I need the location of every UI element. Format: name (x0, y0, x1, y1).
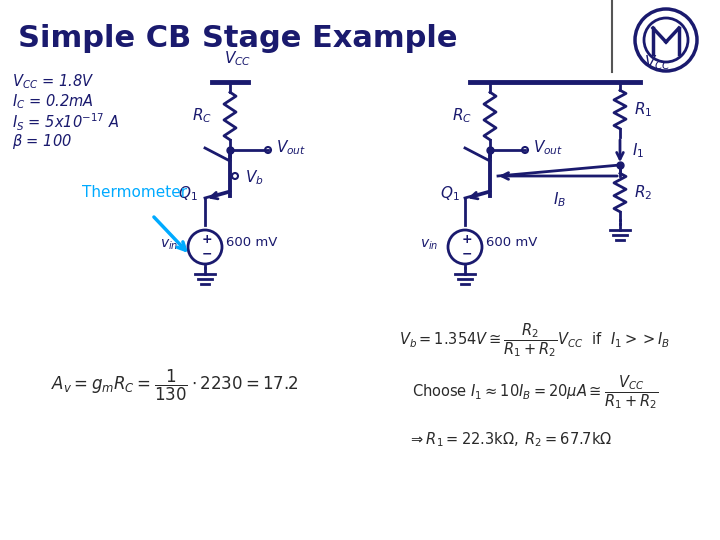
Text: −: − (462, 248, 472, 261)
Text: Simple CB Stage Example: Simple CB Stage Example (18, 24, 457, 53)
Text: +: + (202, 233, 212, 246)
Text: +: + (462, 233, 472, 246)
Text: Choose $I_1 \approx 10 I_B = 20\mu A \cong \dfrac{V_{CC}}{R_1 + R_2}$: Choose $I_1 \approx 10 I_B = 20\mu A \co… (412, 373, 658, 411)
Text: $R_1$: $R_1$ (634, 100, 652, 119)
Text: $Q_1$: $Q_1$ (179, 185, 198, 204)
Text: $\beta$ = 100: $\beta$ = 100 (12, 132, 72, 151)
Text: $V_{CC}$: $V_{CC}$ (644, 53, 671, 72)
Text: $I_B$: $I_B$ (554, 190, 567, 208)
Text: $V_b = 1.354V \cong \dfrac{R_2}{R_1 + R_2} V_{CC}$  if  $I_1 >> I_B$: $V_b = 1.354V \cong \dfrac{R_2}{R_1 + R_… (400, 321, 670, 359)
Text: $v_{in}$: $v_{in}$ (160, 238, 178, 252)
Text: $R_C$: $R_C$ (192, 106, 212, 125)
Text: $V_{CC}$: $V_{CC}$ (225, 49, 251, 68)
Text: $R_2$: $R_2$ (634, 183, 652, 202)
Text: $A_v = g_m R_C = \dfrac{1}{130} \cdot 2230 = 17.2$: $A_v = g_m R_C = \dfrac{1}{130} \cdot 22… (51, 367, 299, 403)
Text: $V_{out}$: $V_{out}$ (276, 139, 306, 157)
Text: $V_{CC}$ = 1.8V: $V_{CC}$ = 1.8V (12, 72, 94, 91)
Text: $V_{out}$: $V_{out}$ (533, 139, 563, 157)
Text: −: − (202, 248, 212, 261)
Text: $I_1$: $I_1$ (632, 141, 644, 160)
Text: 600 mV: 600 mV (486, 237, 537, 249)
Text: $v_{in}$: $v_{in}$ (420, 238, 438, 252)
Text: $\Rightarrow R_1 = 22.3\mathrm{k}\Omega,\; R_2 = 67.7\mathrm{k}\Omega$: $\Rightarrow R_1 = 22.3\mathrm{k}\Omega,… (408, 431, 612, 449)
Text: $V_b$: $V_b$ (245, 168, 264, 187)
Text: $R_C$: $R_C$ (452, 106, 472, 125)
Text: Thermometer: Thermometer (82, 185, 188, 200)
Text: $Q_1$: $Q_1$ (440, 185, 460, 204)
Text: $I_C$ = 0.2mA: $I_C$ = 0.2mA (12, 92, 94, 111)
Text: $I_S$ = 5x10$^{-17}$ A: $I_S$ = 5x10$^{-17}$ A (12, 112, 120, 133)
Text: 600 mV: 600 mV (226, 237, 277, 249)
